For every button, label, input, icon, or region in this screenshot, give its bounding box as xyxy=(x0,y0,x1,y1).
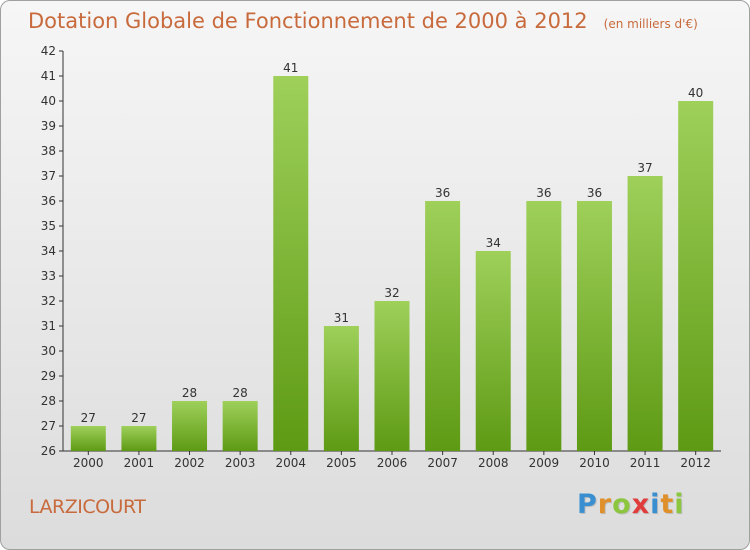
bars xyxy=(70,76,714,451)
axes: 26 27 28 29 30 31 32 33 34 35 36 37 38 39 40 41 42 xyxy=(41,44,721,458)
y-tick-label: 26 xyxy=(41,444,56,458)
bar-2005 xyxy=(323,326,359,451)
x-tick-label: 2002 xyxy=(174,456,205,470)
y-tick-label: 32 xyxy=(41,294,56,308)
logo-letter: P xyxy=(577,489,598,520)
x-tick-label: 2007 xyxy=(427,456,458,470)
commune-name: LARZICOURT xyxy=(29,496,146,518)
x-tick-label: 2009 xyxy=(529,456,560,470)
x-tick-label: 2008 xyxy=(478,456,509,470)
bar-2001 xyxy=(121,426,157,451)
bar-2011 xyxy=(627,176,663,451)
y-tick-label: 33 xyxy=(41,269,56,283)
logo-letter: i xyxy=(674,489,685,520)
value-label: 28 xyxy=(182,386,197,400)
y-tick-label: 40 xyxy=(41,94,56,108)
value-label: 34 xyxy=(486,236,501,250)
bar-2012 xyxy=(678,101,714,451)
x-tick-label: 2006 xyxy=(377,456,408,470)
value-label: 36 xyxy=(536,186,551,200)
logo-letter: t xyxy=(660,489,675,520)
bar-2000 xyxy=(70,426,106,451)
y-tick-label: 31 xyxy=(41,319,56,333)
y-tick-label: 42 xyxy=(41,44,56,58)
x-tick-label: 2004 xyxy=(275,456,306,470)
value-label: 40 xyxy=(688,86,703,100)
bar-2009 xyxy=(526,201,562,451)
chart-title: Dotation Globale de Fonctionnement de 20… xyxy=(28,9,588,33)
x-tick-label: 2005 xyxy=(326,456,357,470)
y-tick-label: 38 xyxy=(41,144,56,158)
bar-2007 xyxy=(425,201,461,451)
x-tick-label: 2012 xyxy=(680,456,711,470)
y-tick-label: 37 xyxy=(41,169,56,183)
y-tick-label: 35 xyxy=(41,219,56,233)
value-label: 36 xyxy=(587,186,602,200)
bar-2002 xyxy=(172,401,208,451)
value-label: 41 xyxy=(283,61,298,75)
bar-2004 xyxy=(273,76,309,451)
bar-2003 xyxy=(222,401,258,451)
y-tick-label: 28 xyxy=(41,394,56,408)
y-tick-label: 36 xyxy=(41,194,56,208)
value-label: 31 xyxy=(334,311,349,325)
logo-letter: x xyxy=(631,489,651,520)
bar-2006 xyxy=(374,301,410,451)
value-label: 28 xyxy=(233,386,248,400)
title-row: Dotation Globale de Fonctionnement de 20… xyxy=(28,9,698,33)
x-tick-label: 2000 xyxy=(73,456,104,470)
x-tick-label: 2003 xyxy=(225,456,256,470)
value-label: 37 xyxy=(637,161,652,175)
x-tick-label: 2010 xyxy=(579,456,610,470)
y-tick-label: 29 xyxy=(41,369,56,383)
logo-letter: i xyxy=(650,489,661,520)
bar-2010 xyxy=(576,201,612,451)
logo-letter: r xyxy=(597,489,613,520)
x-tick-label: 2001 xyxy=(124,456,155,470)
y-tick-label: 27 xyxy=(41,419,56,433)
value-label: 27 xyxy=(131,411,146,425)
value-label: 32 xyxy=(384,286,399,300)
value-label: 36 xyxy=(435,186,450,200)
logo-letter: o xyxy=(612,489,632,520)
bar-2008 xyxy=(475,251,511,451)
y-tick-label: 30 xyxy=(41,344,56,358)
labels: 2000 27 2001 27 2002 28 2003 28 2004 41 2005 31 2006… xyxy=(73,61,711,470)
y-tick-label: 39 xyxy=(41,119,56,133)
chart-unit: (en milliers d'€) xyxy=(603,17,698,31)
y-tick-label: 41 xyxy=(41,69,56,83)
y-tick-label: 34 xyxy=(41,244,56,258)
value-label: 27 xyxy=(81,411,96,425)
proxiti-logo: Proxiti xyxy=(577,489,685,520)
x-tick-label: 2011 xyxy=(630,456,661,470)
